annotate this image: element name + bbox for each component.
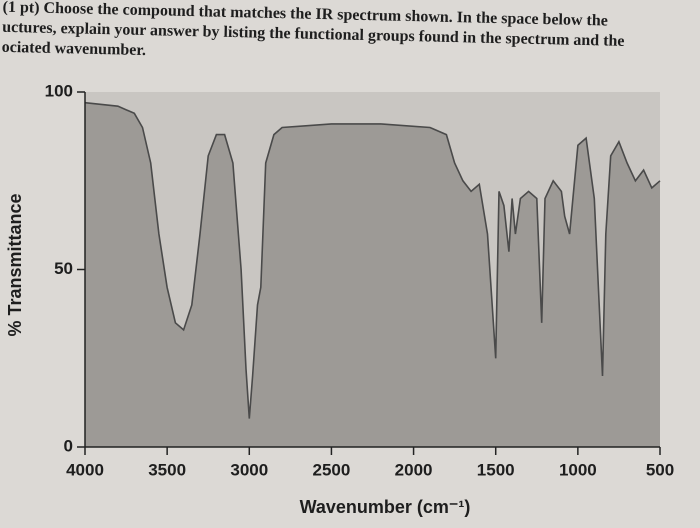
annotation: ociated wavenumber. (2, 39, 147, 59)
spectrum-area (85, 102, 660, 447)
x-tick-label: 3500 (148, 460, 186, 479)
x-tick-label: 500 (646, 460, 674, 479)
y-axis-label: % Transmittance (5, 193, 25, 336)
x-tick-label: 2500 (313, 460, 351, 479)
x-axis-label: Wavenumber (cm⁻¹) (300, 497, 471, 517)
x-tick-label: 1000 (559, 460, 597, 479)
x-tick-label: 4000 (66, 460, 104, 479)
y-tick-label: 100 (45, 81, 73, 100)
x-tick-label: 3000 (230, 460, 268, 479)
x-tick-label: 1500 (477, 460, 515, 479)
y-tick-label: 50 (54, 259, 73, 278)
x-tick-label: 2000 (395, 460, 433, 479)
spectrum-line (84, 101, 661, 419)
y-tick-label: 0 (64, 436, 73, 455)
